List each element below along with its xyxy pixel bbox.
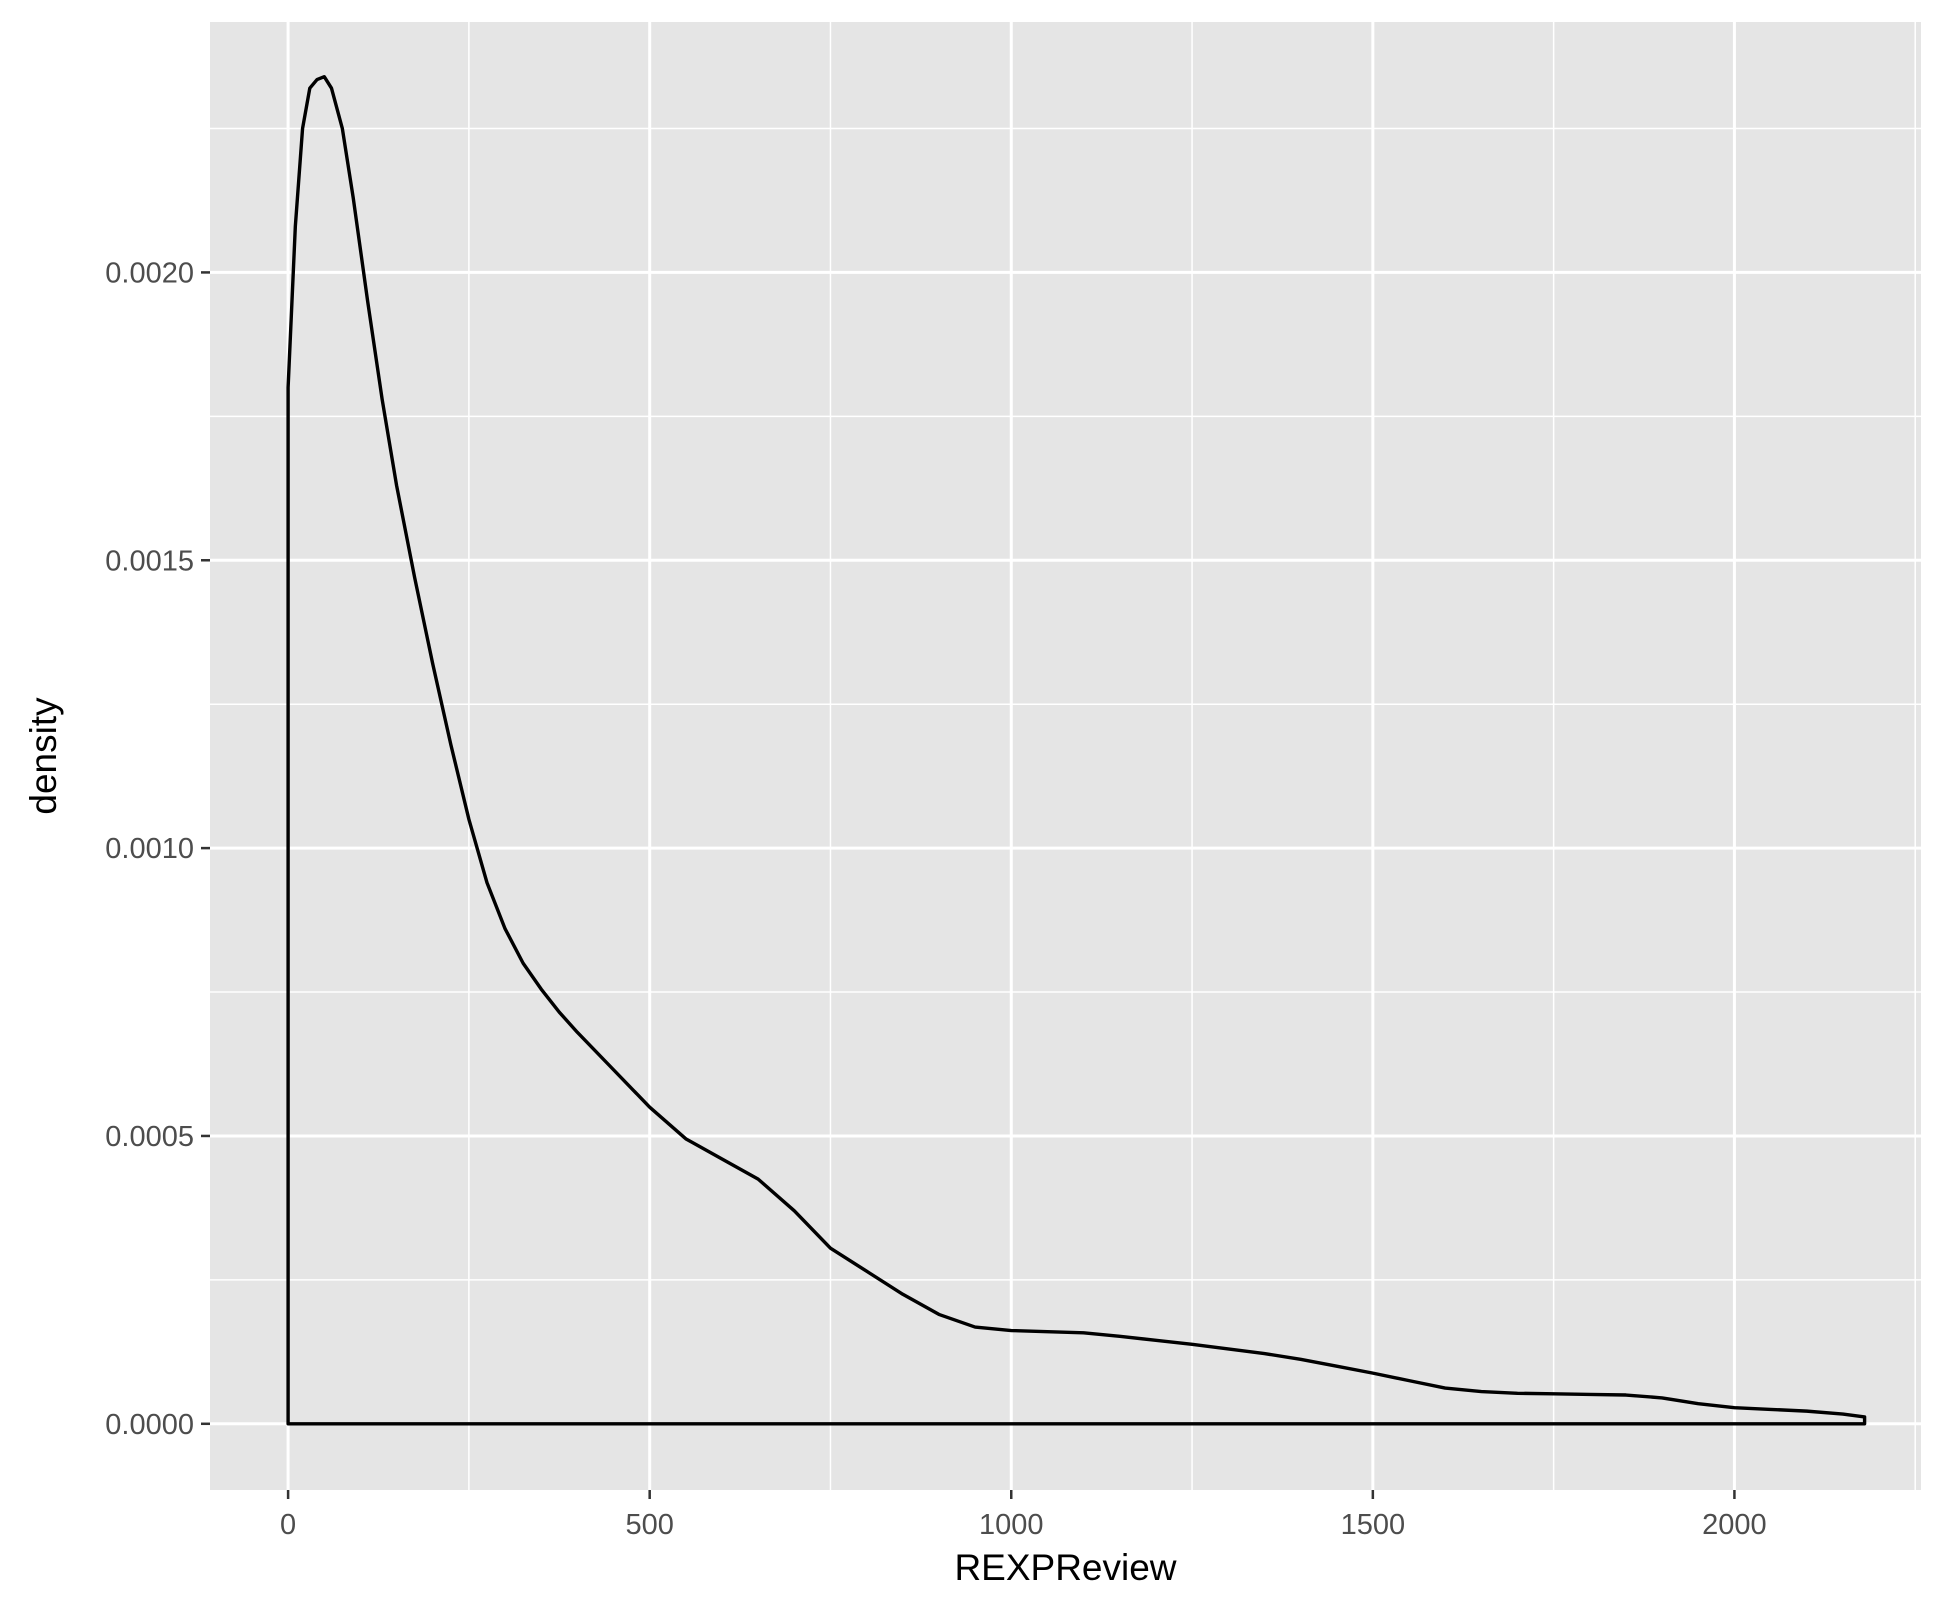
x-tick-label: 2000: [1702, 1509, 1767, 1541]
x-tick-label: 0: [280, 1509, 296, 1541]
plot-panel: [210, 22, 1921, 1490]
x-tick-label: 1000: [979, 1509, 1044, 1541]
x-axis: 0 500 1000 1500 2000: [280, 1490, 1767, 1541]
y-tick-label: 0.0010: [105, 833, 194, 865]
major-grid: [210, 22, 1921, 1490]
minor-grid: [210, 22, 1921, 1490]
y-tick-label: 0.0015: [105, 545, 194, 577]
y-axis-title: density: [23, 697, 64, 815]
y-tick-label: 0.0000: [105, 1409, 194, 1441]
x-tick-label: 500: [625, 1509, 673, 1541]
x-axis-title: REXPReview: [954, 1547, 1176, 1588]
density-curve: [286, 74, 1867, 1426]
x-tick-label: 1500: [1341, 1509, 1406, 1541]
y-tick-label: 0.0005: [105, 1121, 194, 1153]
y-tick-label: 0.0020: [105, 257, 194, 289]
y-axis: 0.0000 0.0005 0.0010 0.0015 0.0020: [105, 257, 210, 1441]
